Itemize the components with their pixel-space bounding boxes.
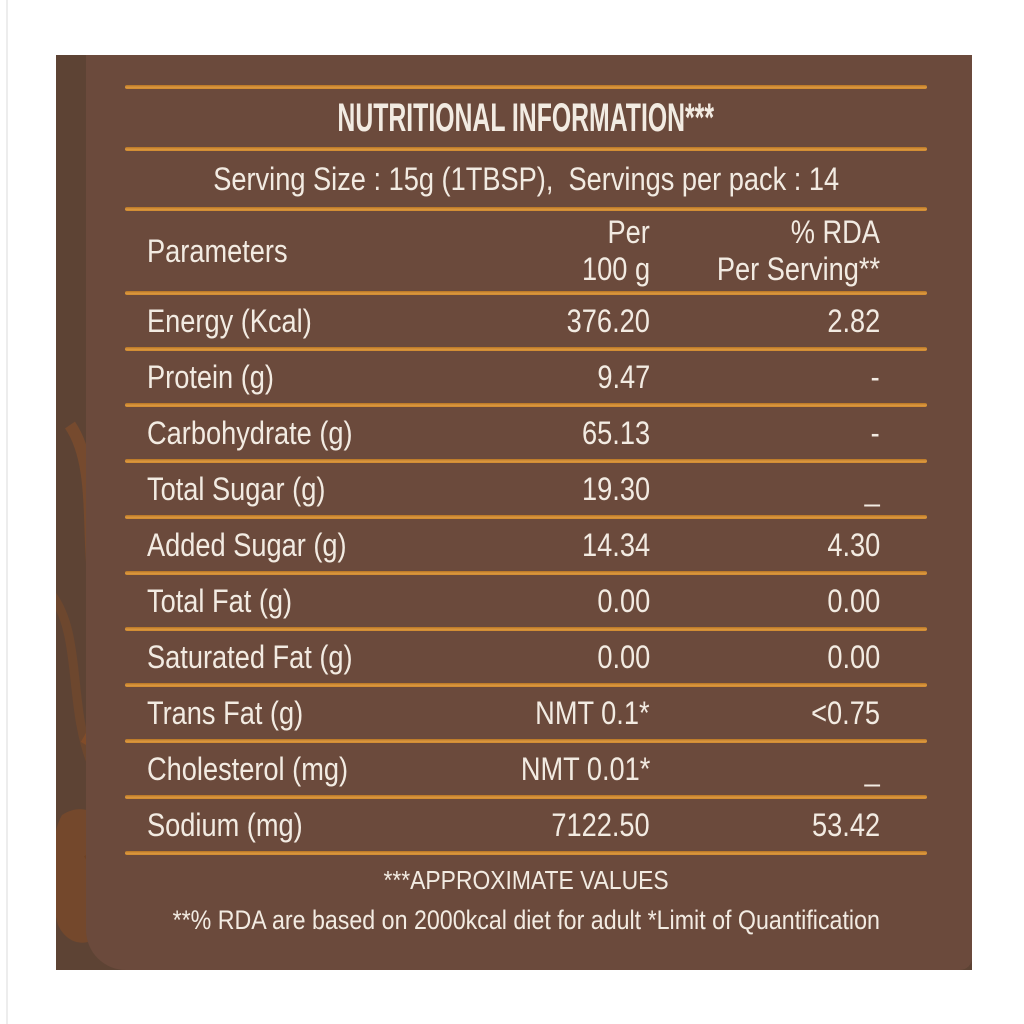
row-label: Total Sugar (g) xyxy=(147,470,326,507)
row-rda-value: - xyxy=(870,414,880,451)
row-label: Added Sugar (g) xyxy=(147,526,347,563)
table-row-carbohydrate: Carbohydrate (g) 65.13 - xyxy=(125,407,927,459)
row-label: Sodium (mg) xyxy=(147,806,303,843)
row-rda-value: 0.00 xyxy=(827,582,880,619)
row-label: Saturated Fat (g) xyxy=(147,638,353,675)
table-row-protein: Protein (g) 9.47 - xyxy=(125,351,927,403)
header-rda-per-serving: % RDA Per Serving** xyxy=(716,214,880,287)
rule-top xyxy=(125,85,927,89)
row-per100-value: 19.30 xyxy=(581,470,650,507)
row-label: Trans Fat (g) xyxy=(147,694,304,731)
row-per100-value: 0.00 xyxy=(597,582,650,619)
table-row-sodium: Sodium (mg) 7122.50 53.42 xyxy=(125,799,927,851)
row-divider xyxy=(125,515,927,519)
row-per100-value: 0.00 xyxy=(597,638,650,675)
row-rda-value: _ xyxy=(864,750,880,787)
row-per100-value: 14.34 xyxy=(581,526,650,563)
table-row-added-sugar: Added Sugar (g) 14.34 4.30 xyxy=(125,519,927,571)
row-per100-value: NMT 0.1* xyxy=(535,694,650,731)
photo-edge-line xyxy=(6,0,8,1024)
table-row-trans-fat: Trans Fat (g) NMT 0.1* <0.75 xyxy=(125,687,927,739)
table-header-row: Parameters Per 100 g % RDA Per Serving** xyxy=(125,211,927,291)
footnote-rda-basis: **% RDA are based on 2000kcal diet for a… xyxy=(172,905,880,935)
row-divider xyxy=(125,459,927,463)
row-rda-value: 4.30 xyxy=(827,526,880,563)
header-parameters: Parameters xyxy=(147,232,288,269)
table-row-saturated-fat: Saturated Fat (g) 0.00 0.00 xyxy=(125,631,927,683)
rule-bottom xyxy=(125,851,927,855)
header-per-100g: Per 100 g xyxy=(581,214,650,287)
table-row-total-fat: Total Fat (g) 0.00 0.00 xyxy=(125,575,927,627)
top-spacer xyxy=(125,55,927,85)
row-divider xyxy=(125,347,927,351)
row-divider xyxy=(125,627,927,631)
row-divider xyxy=(125,571,927,575)
serving-size-line: Serving Size : 15g (1TBSP), Servings per… xyxy=(125,151,927,207)
nutrition-table-background: NUTRITIONAL INFORMATION*** Serving Size … xyxy=(86,55,972,970)
row-divider xyxy=(125,403,927,407)
row-label: Energy (Kcal) xyxy=(147,302,312,339)
row-per100-value: 65.13 xyxy=(581,414,650,451)
table-row-total-sugar: Total Sugar (g) 19.30 _ xyxy=(125,463,927,515)
row-rda-value: <0.75 xyxy=(811,694,880,731)
row-divider xyxy=(125,739,927,743)
row-rda-value: 0.00 xyxy=(827,638,880,675)
row-label: Protein (g) xyxy=(147,358,274,395)
footnote-approximate-values: ***APPROXIMATE VALUES xyxy=(383,864,669,895)
table-title: NUTRITIONAL INFORMATION*** xyxy=(125,89,927,147)
row-rda-value: _ xyxy=(864,470,880,507)
row-per100-value: 376.20 xyxy=(566,302,650,339)
row-label: Carbohydrate (g) xyxy=(147,414,353,451)
row-label: Total Fat (g) xyxy=(147,582,293,619)
row-divider xyxy=(125,683,927,687)
row-per100-value: NMT 0.01* xyxy=(520,750,650,787)
row-per100-value: 7122.50 xyxy=(551,806,650,843)
rule-below-serving xyxy=(125,207,927,211)
table-row-energy: Energy (Kcal) 376.20 2.82 xyxy=(125,295,927,347)
table-title-text: NUTRITIONAL INFORMATION*** xyxy=(337,95,715,140)
serving-size-text: Serving Size : 15g (1TBSP), Servings per… xyxy=(213,160,839,197)
rule-below-title xyxy=(125,147,927,151)
nutrition-label-panel: NUTRITIONAL INFORMATION*** Serving Size … xyxy=(56,55,972,970)
table-row-cholesterol: Cholesterol (mg) NMT 0.01* _ xyxy=(125,743,927,795)
rule-below-header xyxy=(125,291,927,295)
row-divider xyxy=(125,795,927,799)
row-label: Cholesterol (mg) xyxy=(147,750,349,787)
row-rda-value: 2.82 xyxy=(827,302,880,339)
nutrition-table: NUTRITIONAL INFORMATION*** Serving Size … xyxy=(125,55,927,941)
row-rda-value: - xyxy=(870,358,880,395)
row-per100-value: 9.47 xyxy=(597,358,650,395)
row-rda-value: 53.42 xyxy=(811,806,880,843)
